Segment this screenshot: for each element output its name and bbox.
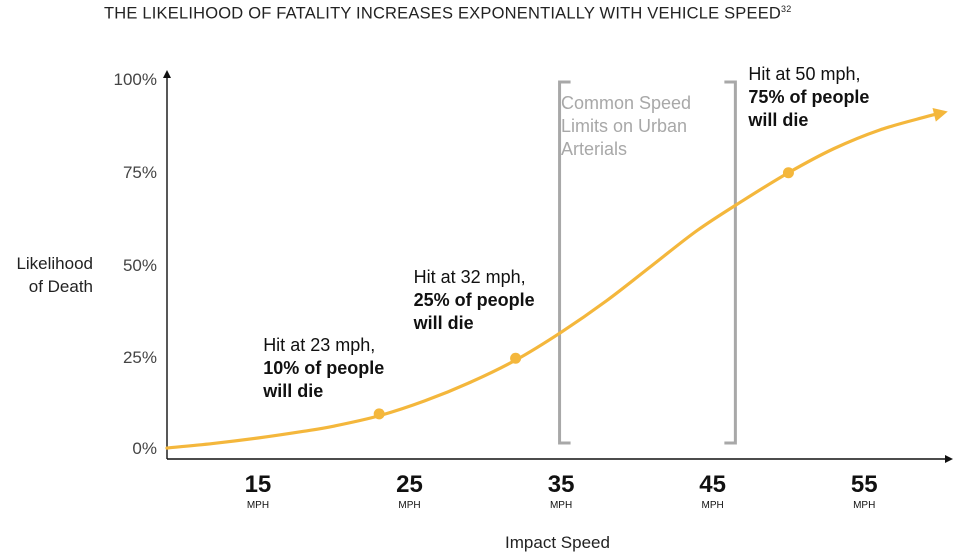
band-right-bracket	[724, 80, 737, 445]
chart-title: THE LIKELIHOOD OF FATALITY INCREASES EXP…	[104, 4, 791, 24]
band-label-line: Arterials	[561, 139, 628, 159]
x-tick-value: 25	[396, 471, 423, 498]
title-footnote: 32	[781, 4, 792, 14]
chart-title-text: THE LIKELIHOOD OF FATALITY INCREASES EXP…	[104, 4, 782, 23]
y-tick-label: 75%	[122, 162, 157, 182]
annotation-bold-line: will die	[263, 380, 324, 401]
annotation-bold-line: 10% of people	[263, 357, 385, 378]
annotation-line: Hit at 23 mph,	[263, 334, 376, 355]
point-annotation: Hit at 32 mph, 25% of people will die	[414, 266, 535, 335]
y-tick-label: 25%	[122, 348, 157, 368]
x-tick-label: 35 MPH	[521, 471, 601, 512]
annotation-bold-line: 75% of people	[748, 86, 870, 107]
x-tick-label: 15 MPH	[218, 471, 298, 512]
y-tick-label: 50%	[122, 255, 157, 275]
x-tick-value: 45	[699, 471, 726, 498]
x-tick-label: 55 MPH	[824, 471, 904, 512]
band-left-bracket	[558, 80, 571, 445]
x-tick-unit: MPH	[398, 500, 421, 511]
x-tick-label: 45 MPH	[673, 471, 753, 512]
x-tick-value: 15	[244, 471, 272, 498]
band-label-line: Limits on Urban	[561, 116, 688, 136]
annotation-line: Hit at 32 mph,	[413, 267, 526, 288]
y-tick-label: 0%	[132, 439, 157, 458]
y-axis-label: Likelihood of Death	[16, 254, 93, 296]
series-arrowhead	[932, 108, 948, 122]
point-annotation: Hit at 23 mph, 10% of people will die	[263, 334, 384, 403]
y-axis-arrow	[163, 70, 171, 78]
x-axis-arrow	[945, 455, 953, 463]
point-annotation: Hit at 50 mph, 75% of people will die	[748, 63, 869, 132]
x-tick-value: 35	[547, 471, 575, 498]
x-tick-unit: MPH	[549, 500, 573, 511]
annotation-bold-line: 25% of people	[413, 290, 535, 311]
x-tick-label: 25 MPH	[370, 471, 450, 512]
annotation-bold-line: will die	[748, 109, 809, 130]
data-point	[510, 352, 522, 364]
x-tick-value: 55	[850, 471, 878, 498]
data-point	[782, 167, 794, 179]
x-tick-unit: MPH	[853, 500, 876, 511]
data-point	[373, 408, 385, 420]
band-label-line: Common Speed	[561, 93, 692, 113]
x-tick-unit: MPH	[701, 500, 724, 511]
x-tick-unit: MPH	[246, 500, 270, 511]
band-label: Common Speed Limits on Urban Arterials	[561, 92, 721, 161]
x-axis-label: Impact Speed	[505, 533, 610, 552]
annotation-bold-line: will die	[413, 313, 474, 334]
annotation-line: Hit at 50 mph,	[748, 63, 861, 84]
y-tick-label: 100%	[113, 70, 157, 89]
series-line	[165, 111, 942, 450]
